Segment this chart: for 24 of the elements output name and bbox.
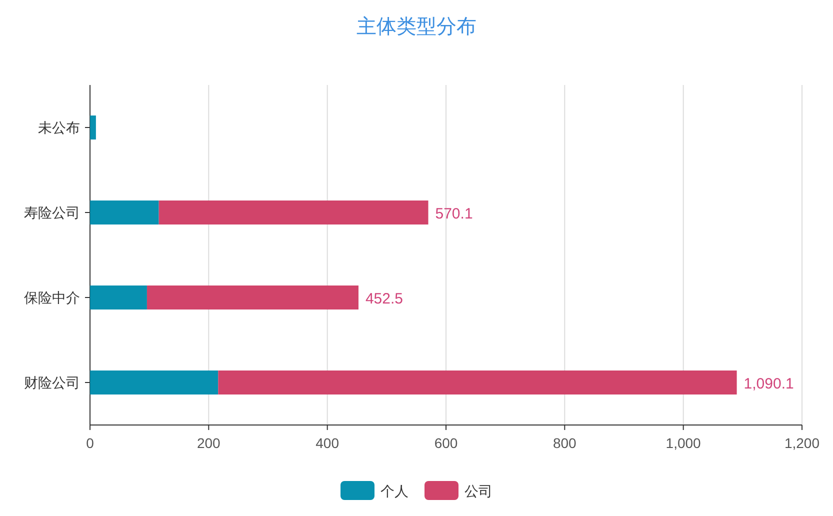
total-label: 570.1: [435, 206, 473, 222]
x-tick-label: 1,200: [784, 435, 820, 451]
chart-title: 主体类型分布: [356, 15, 476, 38]
x-tick-label: 400: [316, 435, 340, 451]
bar: [90, 200, 159, 224]
y-tick-label: 未公布: [38, 120, 80, 136]
x-tick-label: 600: [434, 435, 458, 451]
x-tick-label: 200: [196, 435, 221, 451]
legend-label: 公司: [464, 483, 492, 499]
x-tick-label: 1,000: [666, 435, 702, 451]
bar: [158, 200, 428, 224]
bar: [90, 116, 96, 140]
x-tick-label: 800: [552, 435, 577, 451]
bar: [90, 286, 147, 310]
x-tick-label: 0: [86, 435, 94, 451]
bar: [90, 370, 218, 394]
bar: [218, 370, 737, 394]
y-tick-label: 寿险公司: [24, 204, 80, 220]
legend-label: 个人: [380, 483, 408, 499]
y-tick-label: 财险公司: [24, 374, 80, 390]
bar: [146, 286, 358, 310]
y-tick-label: 保险中介: [24, 290, 80, 306]
total-label: 452.5: [365, 290, 404, 308]
total-label: 1,090.1: [744, 376, 794, 392]
